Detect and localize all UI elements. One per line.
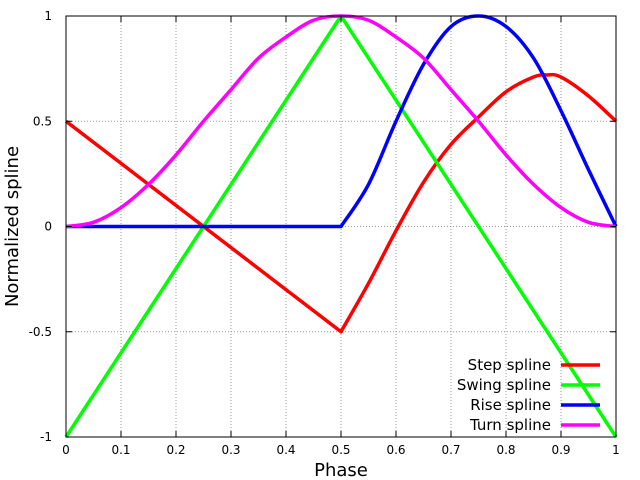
x-tick-label: 0.7 xyxy=(441,443,460,457)
x-tick-label: 0.3 xyxy=(221,443,240,457)
legend-label-rise-spline: Rise spline xyxy=(470,396,551,414)
x-tick-label: 0 xyxy=(62,443,70,457)
series-line-step-spline xyxy=(64,72,618,334)
legend: Step spline Swing spline Rise spline Turn s… xyxy=(457,356,600,434)
y-tick-label: -1 xyxy=(40,430,52,444)
x-tick-label: 0.9 xyxy=(551,443,570,457)
legend-label-swing-spline: Swing spline xyxy=(457,376,551,394)
y-tick-label: -0.5 xyxy=(29,325,52,339)
x-tick-label: 0.1 xyxy=(111,443,130,457)
axis-ticks: 0 0.1 0.2 0.3 0.4 0.5 0.6 0.7 0.8 0.9 1 -1 -0.5 0 0.5 1 xyxy=(29,9,620,457)
x-tick-label: 0.5 xyxy=(331,443,350,457)
legend-label-step-spline: Step spline xyxy=(468,356,551,374)
x-tick-label: 1 xyxy=(612,443,620,457)
legend-label-turn-spline: Turn spline xyxy=(469,416,551,434)
y-tick-label: 1 xyxy=(44,9,52,23)
x-tick-label: 0.4 xyxy=(276,443,295,457)
x-axis-title: Phase xyxy=(314,460,368,480)
x-tick-label: 0.6 xyxy=(386,443,405,457)
x-tick-label: 0.2 xyxy=(166,443,185,457)
y-tick-label: 0 xyxy=(44,220,52,234)
x-tick-label: 0.8 xyxy=(496,443,515,457)
y-tick-label: 0.5 xyxy=(33,114,52,128)
y-axis-title: Normalized spline xyxy=(2,146,23,307)
